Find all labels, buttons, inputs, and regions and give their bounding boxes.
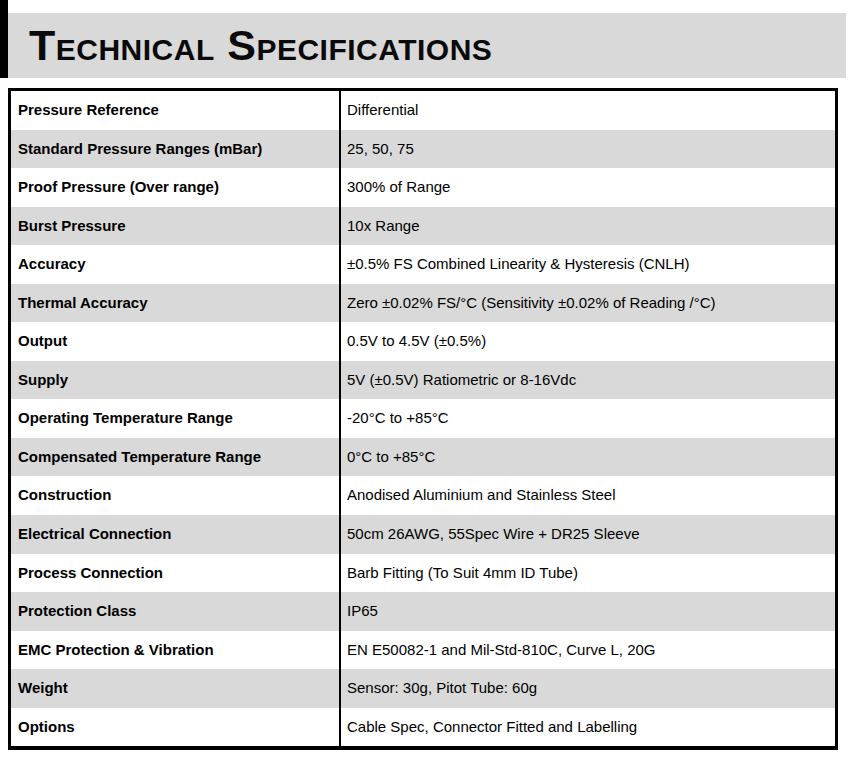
spec-value: Zero ±0.02% FS/°C (Sensitivity ±0.02% of… <box>339 284 835 323</box>
table-row: Construction Anodised Aluminium and Stai… <box>11 476 835 515</box>
spec-value: ±0.5% FS Combined Linearity & Hysteresis… <box>339 245 835 284</box>
table-row: Standard Pressure Ranges (mBar) 25, 50, … <box>11 130 835 169</box>
spec-value: Cable Spec, Connector Fitted and Labelli… <box>339 708 835 747</box>
spec-label: Operating Temperature Range <box>11 399 339 438</box>
spec-value: IP65 <box>339 592 835 631</box>
table-row: Operating Temperature Range -20°C to +85… <box>11 399 835 438</box>
spec-value: Differential <box>339 91 835 130</box>
spec-label: Weight <box>11 669 339 708</box>
page-title: Technical Specifications <box>8 21 492 70</box>
spec-value: 10x Range <box>339 207 835 246</box>
table-row: Pressure Reference Differential <box>11 91 835 130</box>
spec-value: -20°C to +85°C <box>339 399 835 438</box>
table-row: Electrical Connection 50cm 26AWG, 55Spec… <box>11 515 835 554</box>
spec-value: Barb Fitting (To Suit 4mm ID Tube) <box>339 554 835 593</box>
spec-value: 300% of Range <box>339 168 835 207</box>
table-row: Output 0.5V to 4.5V (±0.5%) <box>11 322 835 361</box>
spec-label: Thermal Accuracy <box>11 284 339 323</box>
spec-label: Construction <box>11 476 339 515</box>
table-row: Thermal Accuracy Zero ±0.02% FS/°C (Sens… <box>11 284 835 323</box>
spec-label: Accuracy <box>11 245 339 284</box>
spec-label: Burst Pressure <box>11 207 339 246</box>
table-row: Accuracy ±0.5% FS Combined Linearity & H… <box>11 245 835 284</box>
spec-value: 50cm 26AWG, 55Spec Wire + DR25 Sleeve <box>339 515 835 554</box>
header-accent-bar <box>0 0 8 78</box>
spec-label: Proof Pressure (Over range) <box>11 168 339 207</box>
spec-label: Process Connection <box>11 554 339 593</box>
spec-label: Options <box>11 708 339 747</box>
spec-value: Anodised Aluminium and Stainless Steel <box>339 476 835 515</box>
table-row: Burst Pressure 10x Range <box>11 207 835 246</box>
spec-table: Pressure Reference Differential Standard… <box>8 88 838 750</box>
table-row: Proof Pressure (Over range) 300% of Rang… <box>11 168 835 207</box>
spec-label: Protection Class <box>11 592 339 631</box>
spec-label: Output <box>11 322 339 361</box>
spec-value: 25, 50, 75 <box>339 130 835 169</box>
table-row: EMC Protection & Vibration EN E50082-1 a… <box>11 631 835 670</box>
spec-label: Supply <box>11 361 339 400</box>
table-row: Supply 5V (±0.5V) Ratiometric or 8-16Vdc <box>11 361 835 400</box>
spec-value: Sensor: 30g, Pitot Tube: 60g <box>339 669 835 708</box>
spec-label: Pressure Reference <box>11 91 339 130</box>
spec-label: Standard Pressure Ranges (mBar) <box>11 130 339 169</box>
table-row: Weight Sensor: 30g, Pitot Tube: 60g <box>11 669 835 708</box>
table-row: Protection Class IP65 <box>11 592 835 631</box>
spec-value: EN E50082-1 and Mil-Std-810C, Curve L, 2… <box>339 631 835 670</box>
spec-label: EMC Protection & Vibration <box>11 631 339 670</box>
spec-label: Electrical Connection <box>11 515 339 554</box>
table-row: Process Connection Barb Fitting (To Suit… <box>11 554 835 593</box>
table-row: Options Cable Spec, Connector Fitted and… <box>11 708 835 747</box>
header-band: Technical Specifications <box>8 13 846 78</box>
spec-value: 5V (±0.5V) Ratiometric or 8-16Vdc <box>339 361 835 400</box>
table-row: Compensated Temperature Range 0°C to +85… <box>11 438 835 477</box>
spec-value: 0°C to +85°C <box>339 438 835 477</box>
spec-label: Compensated Temperature Range <box>11 438 339 477</box>
spec-value: 0.5V to 4.5V (±0.5%) <box>339 322 835 361</box>
